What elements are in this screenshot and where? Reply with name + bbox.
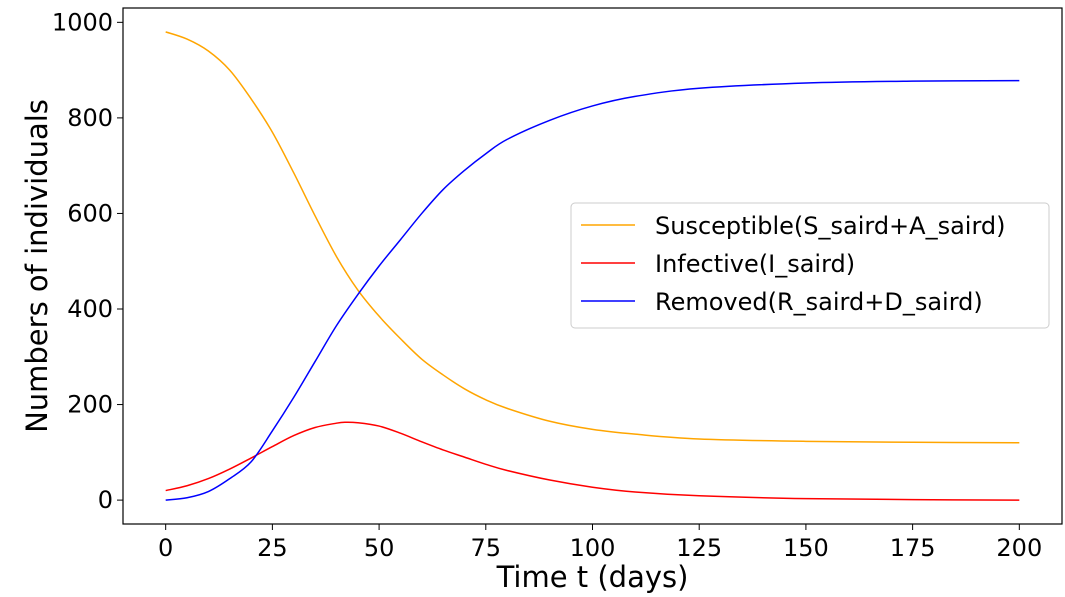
series-line-1: [165, 421, 1020, 501]
y-tick-label: 0: [98, 486, 113, 514]
x-tick-label: 25: [257, 534, 288, 562]
axes-frame: [122, 7, 1063, 525]
y-tick-label: 1000: [52, 8, 113, 36]
legend-box: [570, 202, 1050, 329]
plot-area: [165, 31, 1020, 501]
x-tick-label: 75: [471, 534, 502, 562]
x-tick-label: 125: [676, 534, 722, 562]
legend: Susceptible(S_saird+A_saird) Infective(I_…: [570, 202, 1050, 329]
legend-label: Infective(I_saird): [655, 250, 855, 278]
legend-label: Removed(R_saird+D_saird): [655, 288, 983, 316]
y-tick-label: 400: [67, 295, 113, 323]
x-tick-label: 0: [158, 534, 173, 562]
y-tick-label: 800: [67, 104, 113, 132]
y-tick-label: 200: [67, 391, 113, 419]
x-axis-ticks: 0 25 50 75 100 125 150 175 200: [158, 524, 1042, 562]
x-tick-label: 50: [364, 534, 395, 562]
y-axis-ticks: 0 200 400 600 800 1000: [52, 8, 123, 514]
series-line-0: [165, 31, 1020, 444]
y-tick-label: 600: [67, 199, 113, 227]
x-axis-label: Time t (days): [496, 560, 689, 594]
x-tick-label: 150: [783, 534, 829, 562]
series-line-2: [165, 79, 1020, 501]
x-tick-label: 200: [996, 534, 1042, 562]
x-tick-label: 175: [890, 534, 936, 562]
x-tick-label: 100: [570, 534, 616, 562]
legend-label: Susceptible(S_saird+A_saird): [655, 212, 1006, 240]
y-axis-label: Numbers of individuals: [20, 99, 54, 433]
